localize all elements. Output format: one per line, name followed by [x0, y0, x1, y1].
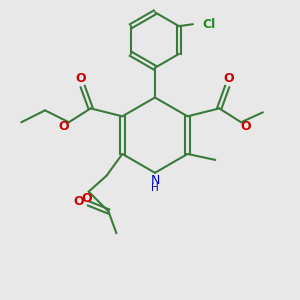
Text: Cl: Cl [203, 18, 216, 31]
Text: O: O [81, 192, 92, 205]
Text: O: O [241, 120, 251, 133]
Text: O: O [74, 195, 84, 208]
Text: O: O [224, 72, 235, 85]
Text: O: O [75, 72, 86, 85]
Text: O: O [58, 120, 69, 133]
Text: N: N [150, 174, 160, 187]
Text: H: H [151, 183, 159, 193]
